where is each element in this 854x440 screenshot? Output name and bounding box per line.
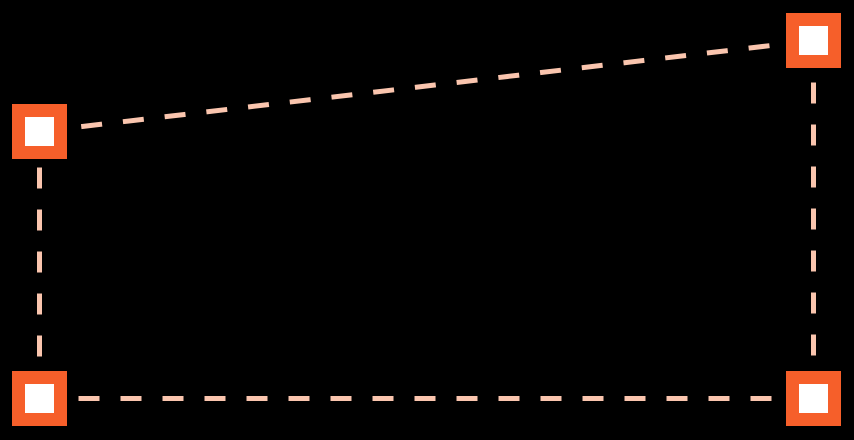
selection-handle-inner-square [799,26,828,55]
selection-handle-inner-square [25,384,54,413]
selection-handle-bottom-right[interactable] [786,371,841,426]
selection-edge-top [39,38,814,134]
selection-handle-bottom-left[interactable] [12,371,67,426]
selection-handle-inner-square [799,384,828,413]
selection-handle-top-right[interactable] [786,13,841,68]
selection-handle-inner-square [25,117,54,146]
selection-handle-top-left[interactable] [12,104,67,159]
